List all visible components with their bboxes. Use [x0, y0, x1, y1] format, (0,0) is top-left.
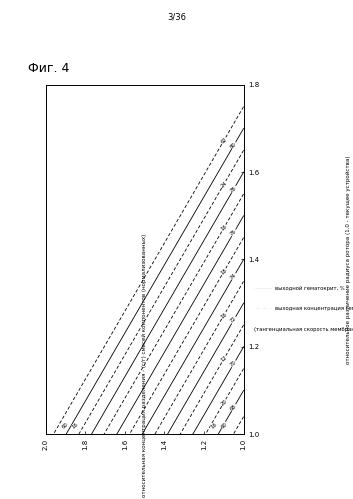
Text: 16: 16	[71, 421, 80, 430]
Text: 18: 18	[220, 267, 228, 276]
Text: 76: 76	[229, 229, 238, 237]
Text: Фиг. 4: Фиг. 4	[28, 62, 70, 75]
Text: 16: 16	[220, 311, 228, 319]
Text: выходная концентрация гемоглобина в плазме (мг/дл): выходная концентрация гемоглобина в плаз…	[275, 306, 353, 311]
Text: 3/36: 3/36	[167, 12, 186, 21]
Text: 60: 60	[61, 421, 70, 430]
Text: 12: 12	[220, 355, 228, 363]
Text: 16: 16	[220, 224, 228, 232]
Text: 68: 68	[229, 403, 238, 412]
Text: 20: 20	[220, 399, 228, 407]
Text: 78: 78	[229, 185, 238, 193]
Text: 70: 70	[229, 360, 238, 368]
Text: (тангенциальная скорость мембраны постоянна): (тангенциальная скорость мембраны постоя…	[254, 327, 353, 332]
Text: 16: 16	[210, 421, 218, 430]
Text: 80: 80	[229, 141, 238, 150]
Text: 60: 60	[220, 421, 228, 430]
Text: относительная концентрация разделения - (г/г) смесей компонентов (нормализованны: относительная концентрация разделения - …	[142, 233, 147, 497]
Text: относительное различение радиуса ротора (1.0 - текущее устройства): относительное различение радиуса ротора …	[346, 155, 351, 364]
Text: 62: 62	[220, 137, 228, 145]
Text: выходной гематокрит, %: выходной гематокрит, %	[275, 286, 345, 291]
Text: 74: 74	[229, 272, 238, 280]
Text: 72: 72	[229, 316, 238, 324]
Text: 24: 24	[220, 180, 228, 189]
